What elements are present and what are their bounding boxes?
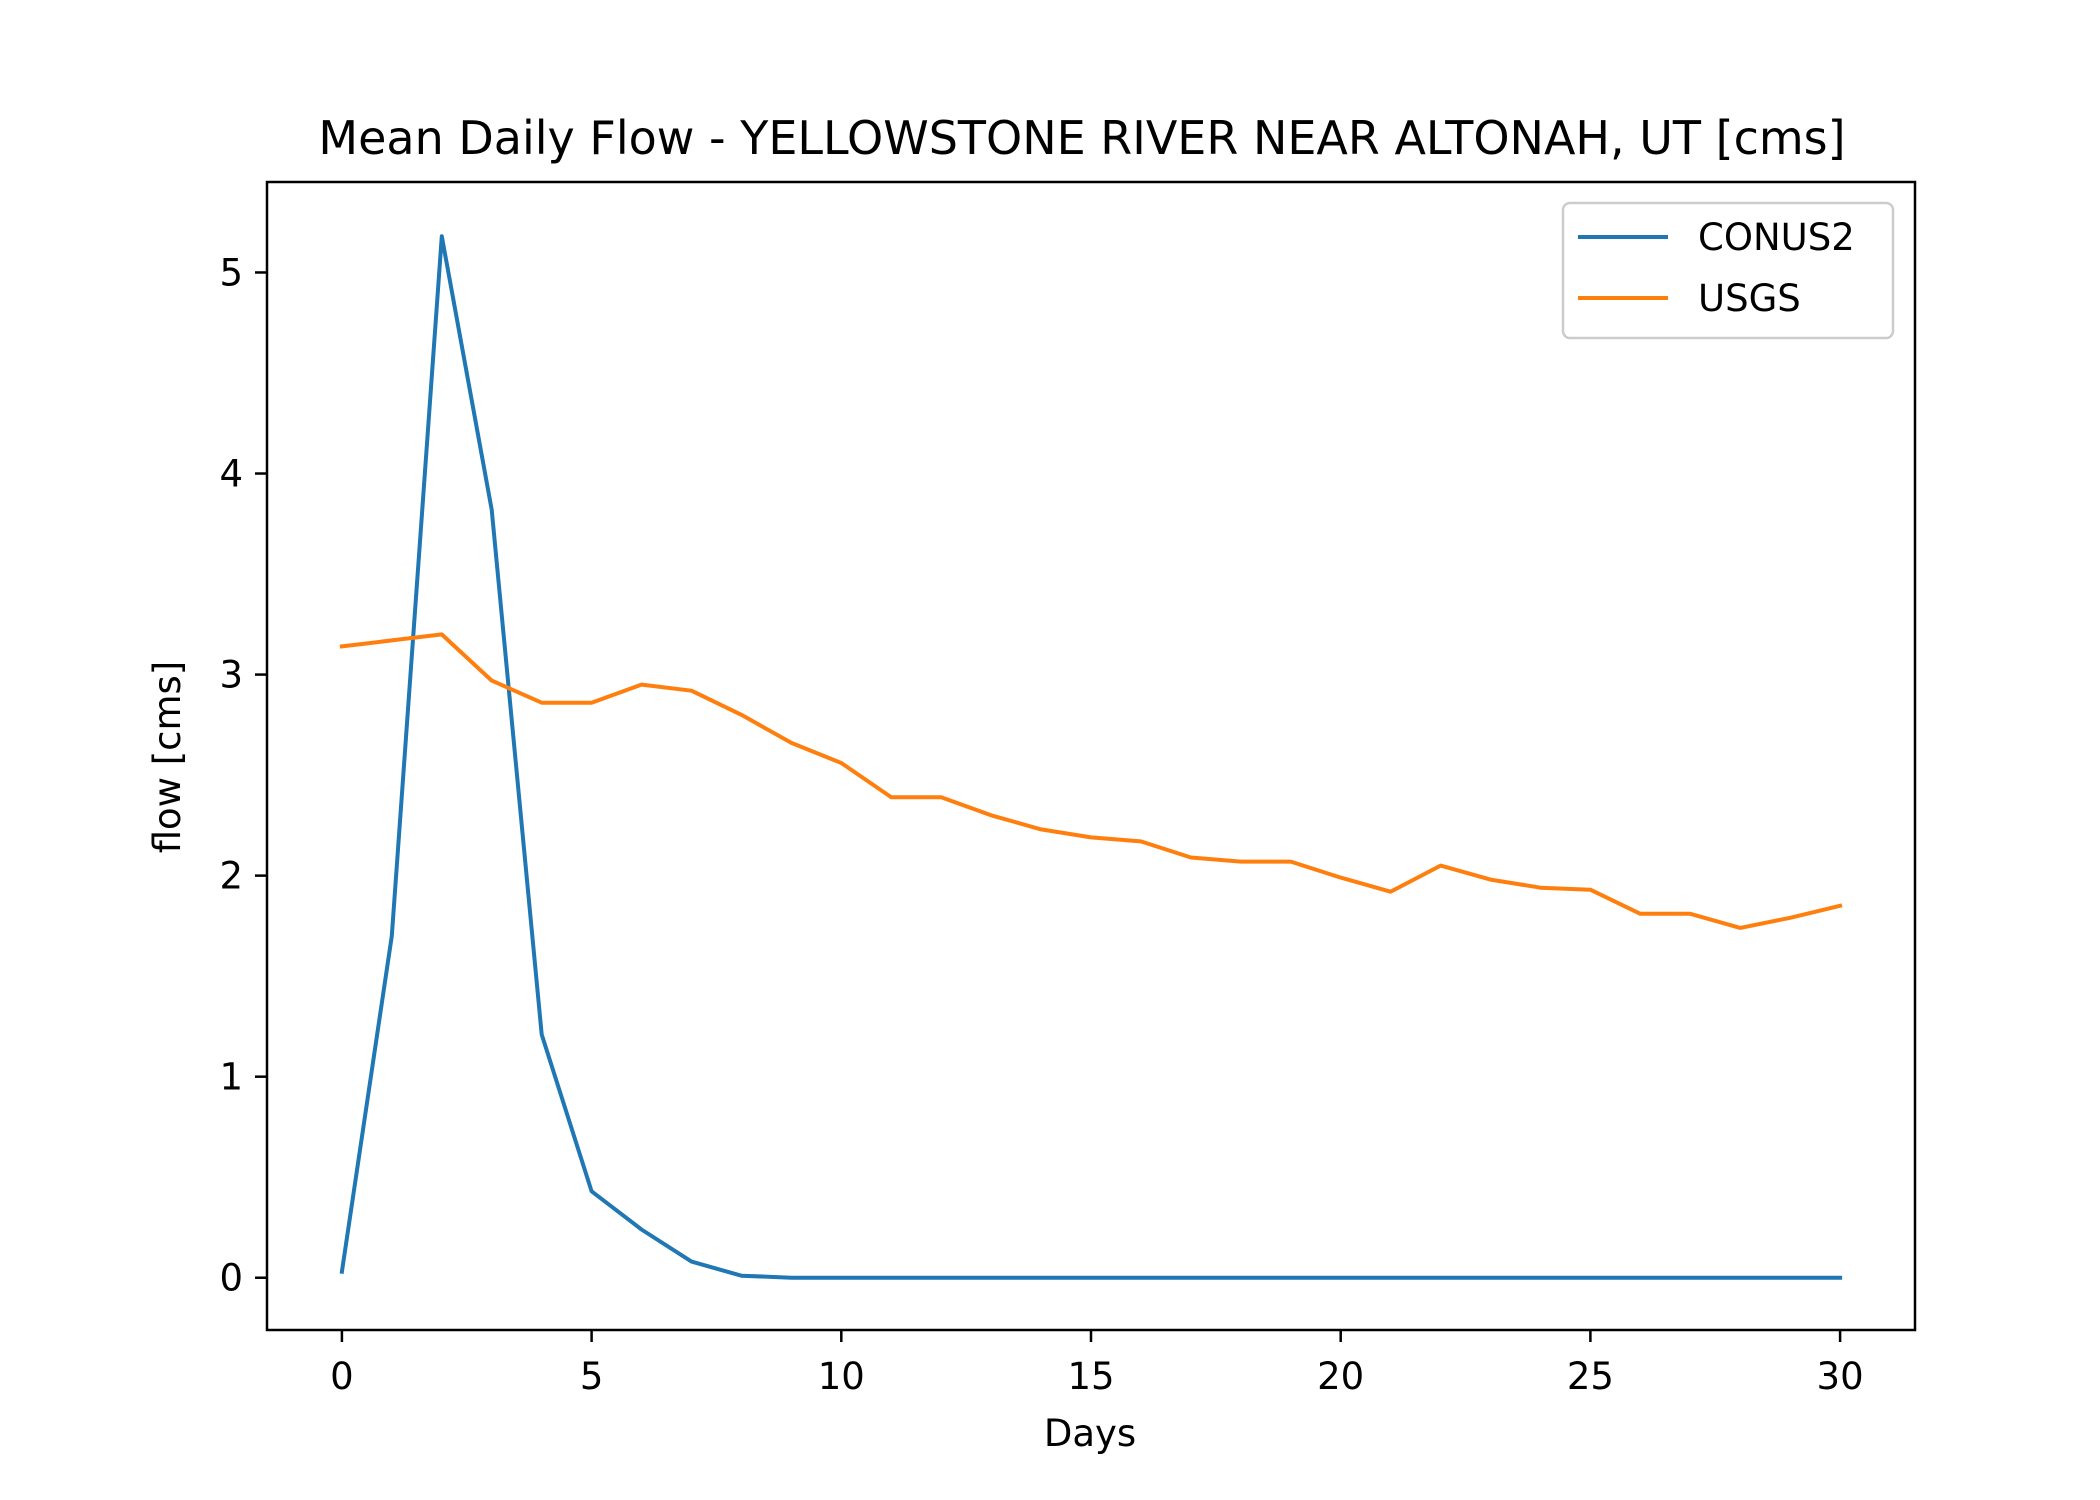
y-tick-label: 4 xyxy=(219,453,243,496)
y-tick-label: 0 xyxy=(219,1257,243,1300)
series-line-conus2 xyxy=(339,234,1843,1280)
series-layer xyxy=(339,234,1843,1280)
x-tick-label: 10 xyxy=(818,1355,865,1398)
y-axis-ticks: 0 1 2 3 4 5 xyxy=(219,251,267,1300)
x-tick-label: 15 xyxy=(1067,1355,1114,1398)
y-tick-label: 5 xyxy=(219,251,243,294)
y-tick-label: 1 xyxy=(219,1056,243,1099)
series-line-usgs xyxy=(339,632,1843,930)
y-axis-label: flow [cms] xyxy=(146,661,189,854)
x-axis-ticks: 0 5 10 15 20 25 30 xyxy=(330,1330,1864,1398)
plot-area-frame xyxy=(265,180,1917,1332)
x-axis-label: Days xyxy=(1044,1412,1136,1455)
x-tick-label: 25 xyxy=(1567,1355,1614,1398)
x-tick-label: 0 xyxy=(330,1355,354,1398)
y-tick-label: 2 xyxy=(219,855,243,898)
legend-label-conus2: CONUS2 xyxy=(1698,216,1855,259)
x-tick-label: 30 xyxy=(1817,1355,1864,1398)
x-tick-label: 5 xyxy=(580,1355,604,1398)
legend: CONUS2 USGS xyxy=(1561,201,1895,340)
legend-label-usgs: USGS xyxy=(1698,277,1801,320)
y-tick-label: 3 xyxy=(219,654,243,697)
x-tick-label: 20 xyxy=(1317,1355,1364,1398)
chart-title: Mean Daily Flow - YELLOWSTONE RIVER NEAR… xyxy=(318,111,1845,165)
